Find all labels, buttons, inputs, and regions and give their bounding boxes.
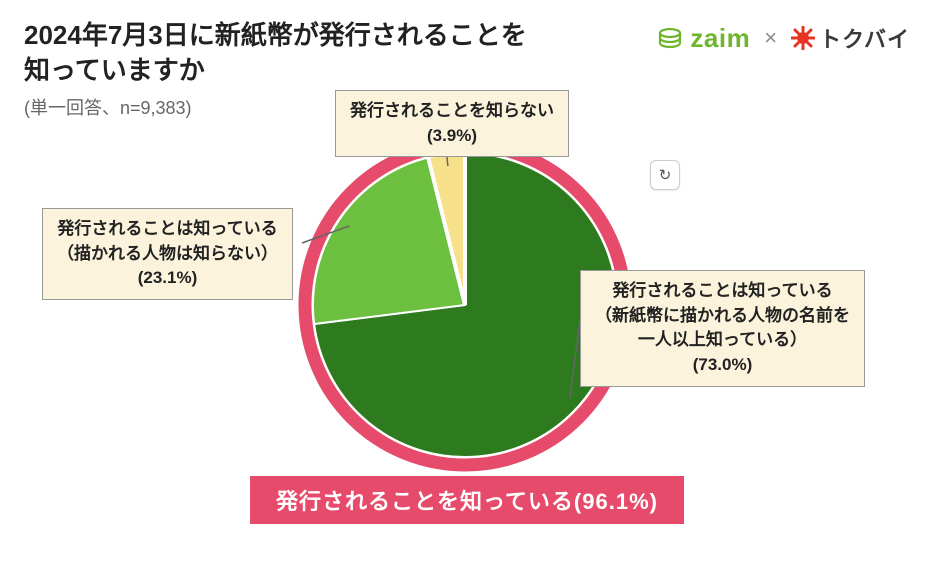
- callout-slice-1: 発行されることは知っている（描かれる人物は知らない）(23.1%): [42, 208, 293, 300]
- tokubai-text: トクバイ: [819, 22, 910, 54]
- zaim-logo: zaim: [656, 23, 750, 54]
- title-line-2: 知っていますか: [24, 53, 527, 88]
- refresh-icon: ↻: [659, 166, 672, 184]
- zaim-coins-icon: [656, 24, 684, 52]
- chart-area: 発行されることを知らない(3.9%) 発行されることは知っている（描かれる人物は…: [0, 90, 934, 530]
- page-root: 2024年7月3日に新紙幣が発行されることを 知っていますか (単一回答、n=9…: [0, 0, 934, 573]
- callout-slice-2: 発行されることを知らない(3.9%): [335, 90, 569, 157]
- tokubai-burst-icon: [791, 26, 815, 50]
- title-line-1: 2024年7月3日に新紙幣が発行されることを: [24, 18, 527, 53]
- callout-slice-0: 発行されることは知っている（新紙幣に描かれる人物の名前を一人以上知っている）(7…: [580, 270, 865, 387]
- logo-cross: ×: [764, 25, 777, 51]
- refresh-button[interactable]: ↻: [650, 160, 680, 190]
- logo-bar: zaim × トクバイ: [656, 22, 910, 54]
- tokubai-logo: トクバイ: [791, 22, 910, 54]
- summary-bar: 発行されることを知っている(96.1%): [250, 476, 684, 524]
- zaim-text: zaim: [690, 23, 750, 54]
